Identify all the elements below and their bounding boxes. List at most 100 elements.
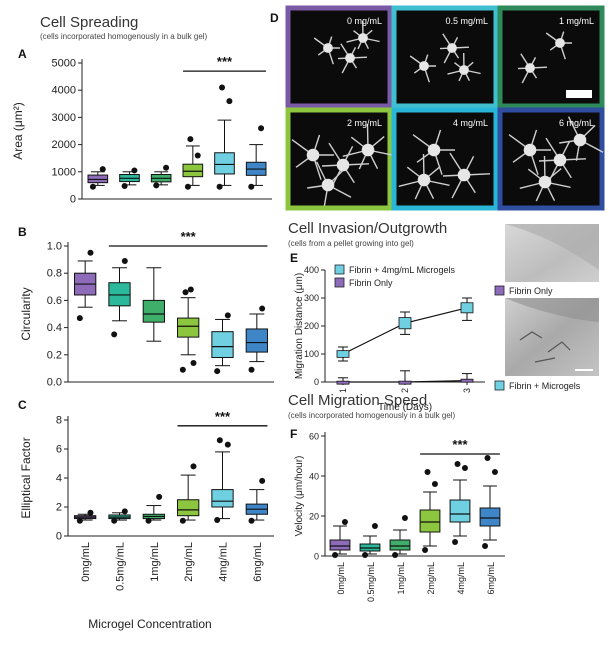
box-0.5mg/mL xyxy=(359,523,381,558)
outlier-point xyxy=(216,183,223,190)
outlier-point xyxy=(482,543,489,549)
cell-process xyxy=(517,53,548,84)
cell-body xyxy=(419,61,429,71)
panel-label-e: E xyxy=(290,251,298,265)
x-tick-label: 1mg/mL xyxy=(396,562,406,595)
outlier-point xyxy=(214,517,221,524)
micrograph-label: 0 mg/mL xyxy=(347,16,382,26)
data-point xyxy=(398,317,412,330)
y-axis-label: Velocity (μm/hour) xyxy=(294,456,305,537)
outlier-point xyxy=(76,517,83,524)
svg-text:Fibrin Only: Fibrin Only xyxy=(509,286,553,296)
box-body xyxy=(177,499,200,517)
x-tick-label: 6mg/mL xyxy=(252,542,264,582)
cell-body xyxy=(361,143,375,157)
x-tick-label: 1 xyxy=(338,388,348,393)
outlier-point xyxy=(431,481,438,487)
box-4mg/mL xyxy=(449,461,471,545)
outlier-point xyxy=(111,331,118,338)
cell-process xyxy=(439,33,470,64)
box-body xyxy=(479,507,501,527)
x-tick-label: 4mg/mL xyxy=(456,562,466,595)
cell-process xyxy=(307,161,352,206)
outlier-point xyxy=(190,463,197,470)
cell-body xyxy=(459,65,469,75)
outlier-point xyxy=(258,125,265,132)
invasion-subtitle: (cells from a pellet growing into gel) xyxy=(288,239,414,248)
outlier-point xyxy=(156,493,163,500)
panel-label-f: F xyxy=(290,427,297,441)
cell-process xyxy=(508,129,551,175)
box-0mg/mL xyxy=(329,519,351,558)
migration-subtitle: (cells incorporated homogenously in a bu… xyxy=(288,411,456,420)
outlier-point xyxy=(184,183,191,190)
significance-label: *** xyxy=(215,409,231,424)
cell-body xyxy=(553,153,567,167)
outlier-point xyxy=(145,517,152,524)
outlier-point xyxy=(87,249,94,256)
y-tick-label: 0 xyxy=(70,194,76,206)
outlier-point xyxy=(87,509,94,516)
outlier-point xyxy=(111,517,118,524)
micrograph-frame xyxy=(285,5,393,109)
y-tick-label: 0.8 xyxy=(47,268,62,280)
y-axis-label: Area (μm²) xyxy=(11,102,25,160)
outlier-point xyxy=(454,461,461,467)
data-point xyxy=(398,380,412,385)
outlier-point xyxy=(99,166,106,173)
box-4mg/mL xyxy=(214,84,235,190)
x-tick-label: 4mg/mL xyxy=(218,542,230,582)
cell-process xyxy=(398,153,450,200)
y-tick-label: 0.4 xyxy=(47,322,62,334)
legend-entry: Fibrin + 4mg/mL Microgels xyxy=(349,265,455,275)
scale-bar xyxy=(566,90,592,98)
outlier-point xyxy=(452,539,459,545)
micrograph-grid: 0 mg/mL 0.5 mg/mL 1 mg/mL 2 mg/mL 4 mg/mL 6 m… xyxy=(285,5,605,211)
box-body xyxy=(449,499,471,523)
y-tick-label: 2000 xyxy=(52,139,76,151)
box-1mg/mL xyxy=(389,515,411,558)
x-tick-label: 2mg/mL xyxy=(183,542,195,582)
y-tick-label: 60 xyxy=(309,432,319,442)
cell-process xyxy=(337,43,368,74)
y-tick-label: 100 xyxy=(304,349,319,359)
outlier-point xyxy=(179,517,186,524)
box-0.5mg/mL xyxy=(108,257,131,338)
x-tick-label: 0mg/mL xyxy=(336,562,346,595)
x-tick-label: 0mg/mL xyxy=(80,542,92,582)
y-tick-label: 0.6 xyxy=(47,295,62,307)
data-point xyxy=(336,380,350,385)
box-1mg/mL xyxy=(150,164,172,189)
outlier-point xyxy=(259,477,266,484)
x-tick-label: 3 xyxy=(462,388,472,393)
micrograph-4-mg-mL: 4 mg/mL xyxy=(391,107,499,211)
chart-circularity: 0.0 0.2 0.4 0.6 0.8 1.0 Circularity *** xyxy=(19,229,274,389)
outlier-point xyxy=(121,182,128,189)
x-tick-label: 6mg/mL xyxy=(486,562,496,595)
outlier-point xyxy=(182,289,189,296)
outlier-point xyxy=(216,437,223,444)
outlier-point xyxy=(219,84,226,91)
data-point xyxy=(336,350,350,358)
micrograph-2-mg-mL: 2 mg/mL xyxy=(285,107,394,211)
box-body xyxy=(177,317,200,338)
micrograph-label: 1 mg/mL xyxy=(559,16,594,26)
micrograph-1-mg-mL: 1 mg/mL xyxy=(497,5,605,109)
cell-process xyxy=(545,31,572,60)
outlier-point xyxy=(121,257,128,264)
data-point xyxy=(460,302,474,314)
svg-text:Fibrin + Microgels: Fibrin + Microgels xyxy=(509,381,581,391)
chart-migration-distance: 0 100 200 300 400 1 2 3 Time (Days) Migration Dis… xyxy=(294,264,485,413)
y-tick-label: 400 xyxy=(304,265,319,275)
cell-process xyxy=(346,20,380,50)
box-6mg/mL xyxy=(245,125,267,190)
outlier-point xyxy=(341,519,348,525)
box-body xyxy=(419,509,441,533)
outlier-point xyxy=(248,517,255,524)
panel-label-c: C xyxy=(18,398,27,412)
outlier-point xyxy=(76,315,83,322)
outlier-point xyxy=(259,305,266,312)
legend: Fibrin + 4mg/mL Microgels Fibrin Only xyxy=(334,264,455,288)
outlier-point xyxy=(248,366,255,373)
